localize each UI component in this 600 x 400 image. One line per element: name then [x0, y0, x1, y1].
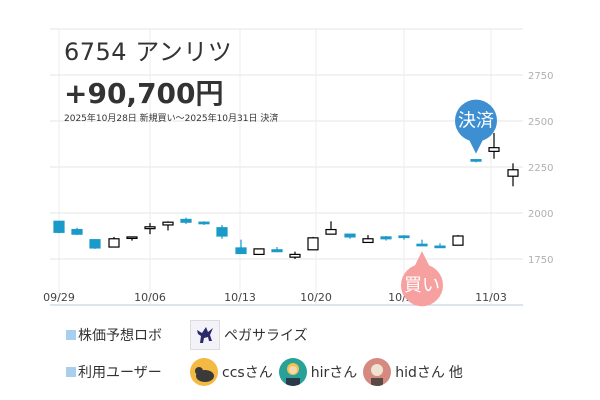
candle — [289, 251, 301, 259]
grid — [50, 28, 523, 306]
candle — [271, 247, 283, 253]
y-tick-label: 2500 — [528, 117, 553, 128]
y-tick-label: 2750 — [528, 71, 553, 82]
candle-body — [89, 239, 101, 249]
trade-period: 2025年10月28日 新規買い～2025年10月31日 決済 — [64, 114, 279, 124]
candle — [180, 217, 192, 225]
candle-body — [452, 235, 464, 246]
x-tick-label: 10/06 — [134, 291, 166, 304]
profit-amount: +90,700円 — [64, 77, 224, 110]
candle — [380, 236, 392, 241]
candles — [53, 132, 519, 259]
candle-body — [488, 147, 500, 152]
buy-marker: 買い — [401, 251, 443, 307]
robo-label: 株価予想ロボ — [78, 328, 162, 344]
x-tick-label: 10/13 — [224, 291, 256, 304]
candle — [452, 235, 464, 246]
candle — [71, 227, 83, 236]
candle — [344, 233, 356, 239]
x-tick-label: 10/20 — [300, 291, 332, 304]
others-text: 他 — [448, 365, 463, 381]
candle-body — [470, 159, 482, 162]
candle-body — [162, 221, 174, 226]
user-item[interactable]: hirさん — [278, 358, 358, 386]
candle-body — [198, 221, 210, 225]
y-tick-label: 2000 — [528, 209, 553, 220]
candle — [126, 236, 138, 241]
candle-body — [325, 228, 337, 235]
candle-body — [434, 245, 446, 249]
legend-square — [66, 330, 76, 340]
stock-title: 6754 アンリツ — [64, 38, 233, 66]
candle — [398, 235, 410, 240]
candle-body — [380, 236, 392, 240]
pegasus-icon — [190, 320, 220, 350]
candle — [198, 221, 210, 225]
sell-marker-pointer — [468, 137, 484, 154]
legend-square — [66, 367, 76, 377]
candle — [89, 239, 101, 249]
sell-marker: 決済 — [455, 99, 497, 154]
buy-marker-pointer — [414, 251, 430, 268]
candle-body — [126, 236, 138, 240]
candle — [434, 243, 446, 249]
woman-avatar-icon — [278, 358, 307, 386]
candle — [307, 236, 319, 251]
candle-body — [362, 238, 374, 244]
candle — [53, 220, 65, 234]
sell-marker-label: 決済 — [458, 111, 494, 132]
candle — [144, 223, 156, 235]
candle-body — [53, 220, 65, 233]
y-axis: 1750 2000 2250 2500 2750 — [528, 71, 553, 266]
user-name: hidさん — [395, 365, 445, 381]
buy-marker-label: 買い — [404, 275, 440, 296]
user-name: hirさん — [310, 365, 358, 381]
candle — [253, 248, 265, 256]
candle-body — [289, 253, 301, 258]
users-label: 利用ユーザー — [78, 365, 162, 381]
candle — [325, 221, 337, 235]
buy-marker-circle — [401, 264, 443, 307]
candle-body — [144, 226, 156, 230]
candle — [488, 132, 500, 159]
robo-item[interactable]: ペガサライズ — [190, 320, 308, 350]
robo-name: ペガサライズ — [224, 328, 308, 344]
candle-body — [235, 247, 247, 255]
candle-body — [507, 169, 519, 177]
candle-body — [253, 248, 265, 256]
candle-body — [307, 237, 319, 251]
candle-body — [398, 235, 410, 239]
user-item[interactable]: ccsさん — [190, 358, 273, 386]
candle — [416, 239, 428, 247]
candle-body — [416, 243, 428, 247]
candle — [162, 221, 174, 231]
candlestick-chart: 1750 2000 2250 2500 2750 09/29 10/06 10/13 10/2… — [43, 28, 553, 307]
candle-body — [344, 233, 356, 238]
y-tick-label: 2250 — [528, 163, 553, 174]
x-tick-label: 11/03 — [475, 291, 507, 304]
man-avatar-icon — [363, 358, 392, 386]
candle-body — [180, 218, 192, 223]
candle-body — [271, 249, 283, 253]
user-name: ccsさん — [222, 365, 273, 381]
candle-body — [71, 228, 83, 235]
sell-marker-circle — [455, 99, 497, 142]
candle — [235, 239, 247, 255]
x-tick-label: 09/29 — [43, 291, 75, 304]
robo-row: 株価予想ロボ ペガサライズ — [66, 320, 314, 350]
candle — [507, 163, 519, 187]
candle-body — [216, 227, 228, 237]
candle-body — [108, 238, 120, 248]
user-item[interactable]: hidさん 他 — [363, 358, 463, 386]
y-tick-label: 1750 — [528, 255, 553, 266]
cat-avatar-icon — [190, 358, 218, 386]
candle — [216, 224, 228, 239]
candle — [362, 235, 374, 244]
candle — [470, 159, 482, 163]
users-row: 利用ユーザー ccsさん hirさん hidさん 他 — [66, 358, 469, 386]
candle — [108, 236, 120, 248]
